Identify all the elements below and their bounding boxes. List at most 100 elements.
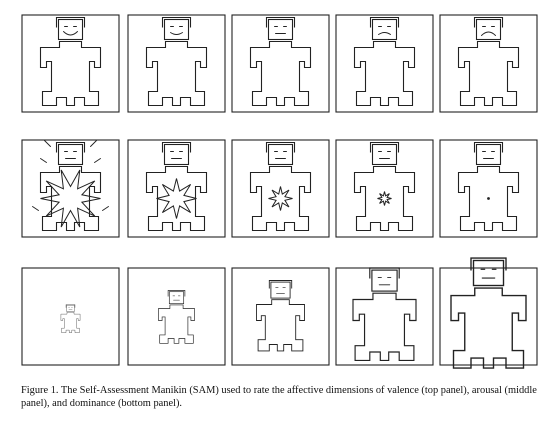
manikin-body [145, 40, 208, 107]
manikin-head [371, 269, 398, 292]
manikin-head [163, 143, 190, 166]
sam-panel-valence-2 [127, 14, 226, 113]
manikin-mouth [481, 31, 496, 36]
sam-panel-valence-4 [335, 14, 434, 113]
sam-panel-arousal-5 [439, 139, 538, 238]
manikin-body [39, 165, 102, 232]
sam-panel-valence-1 [21, 14, 120, 113]
manikin-mouth [378, 32, 391, 35]
manikin-figure [249, 141, 312, 232]
manikin-head [475, 143, 502, 166]
manikin-hair [167, 290, 186, 297]
manikin-head [270, 281, 291, 299]
sam-panel-dominance-1 [21, 267, 120, 366]
sam-panel-valence-3 [231, 14, 330, 113]
figure-caption: Figure 1. The Self-Assessment Manikin (S… [21, 385, 537, 409]
manikin-head [267, 18, 294, 41]
vibration-mark [32, 206, 39, 211]
vibration-mark [44, 140, 51, 147]
manikin-body [249, 165, 312, 232]
manikin-head [66, 304, 75, 312]
sam-panel-dominance-5 [439, 257, 538, 369]
vibration-mark [40, 158, 47, 163]
manikin-figure [457, 16, 520, 107]
manikin-hair [369, 267, 400, 279]
panel-frame [21, 267, 120, 366]
sam-panel-arousal-4 [335, 139, 434, 238]
manikin-hair [161, 16, 192, 28]
manikin-figure [158, 290, 195, 344]
panel-frame [127, 267, 226, 366]
sam-panel-dominance-3 [231, 267, 330, 366]
sam-manikin-grid [21, 14, 538, 369]
manikin-figure [256, 280, 305, 352]
panel-frame [21, 139, 120, 238]
manikin-head [371, 18, 398, 41]
arousal-burst [156, 178, 197, 219]
sam-panel-arousal-1 [21, 139, 120, 238]
sam-panel-dominance-4 [335, 267, 434, 366]
manikin-head [168, 291, 185, 305]
arousal-burst [40, 169, 101, 228]
manikin-figure [353, 141, 416, 232]
panel-frame [335, 14, 434, 113]
sam-panel-valence-5 [439, 14, 538, 113]
panel-frame [439, 139, 538, 238]
manikin-hair [265, 16, 296, 28]
manikin-body [249, 40, 312, 107]
manikin-hair [268, 280, 293, 289]
sam-panel-dominance-2 [127, 267, 226, 366]
panel-frame [127, 14, 226, 113]
manikin-body [60, 312, 81, 333]
sam-panel-arousal-3 [231, 139, 330, 238]
manikin-head [57, 18, 84, 41]
manikin-head [472, 259, 505, 287]
manikin-head [371, 143, 398, 166]
panel-frame [21, 14, 120, 113]
arousal-burst [377, 191, 392, 206]
manikin-hair [473, 141, 504, 153]
vibration-mark [90, 140, 97, 147]
manikin-figure [352, 267, 417, 361]
manikin-hair [470, 257, 507, 271]
manikin-figure [145, 141, 208, 232]
manikin-head [57, 143, 84, 166]
manikin-body [457, 165, 520, 232]
panel-frame [231, 267, 330, 366]
manikin-mouth [63, 31, 78, 36]
manikin-hair [161, 141, 192, 153]
arousal-dot [487, 197, 490, 200]
manikin-body [352, 292, 417, 361]
manikin-hair [55, 141, 86, 153]
manikin-body [457, 40, 520, 107]
manikin-body [256, 299, 305, 352]
panel-frame [127, 139, 226, 238]
vibration-mark [94, 158, 101, 163]
manikin-hair [55, 16, 86, 28]
manikin-head [267, 143, 294, 166]
manikin-body [145, 165, 208, 232]
manikin-mouth [170, 32, 183, 35]
manikin-figure [457, 141, 520, 232]
manikin-body [353, 165, 416, 232]
arousal-burst [268, 186, 293, 211]
manikin-hair [65, 304, 76, 308]
manikin-hair [473, 16, 504, 28]
manikin-figure [32, 140, 109, 232]
manikin-hair [265, 141, 296, 153]
panel-frame [335, 267, 434, 366]
manikin-figure [39, 16, 102, 107]
manikin-figure [145, 16, 208, 107]
manikin-hair [369, 16, 400, 28]
manikin-figure [60, 304, 81, 333]
manikin-hair [369, 141, 400, 153]
manikin-head [475, 18, 502, 41]
manikin-figure [249, 16, 312, 107]
manikin-head [163, 18, 190, 41]
manikin-figure [353, 16, 416, 107]
manikin-body [158, 304, 195, 344]
panel-frame [439, 267, 538, 366]
manikin-body [353, 40, 416, 107]
sam-panel-arousal-2 [127, 139, 226, 238]
